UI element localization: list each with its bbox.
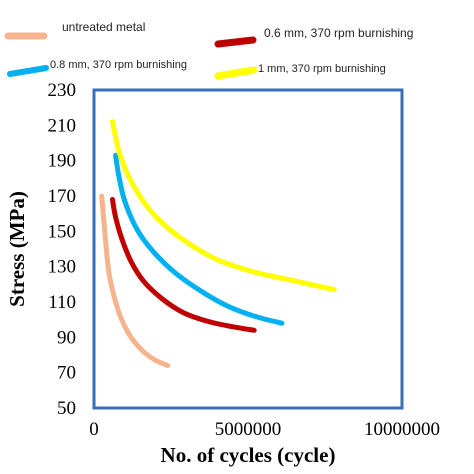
x-tick-labels: 0 5000000 10000000 — [89, 419, 440, 440]
y-tick-label: 230 — [48, 80, 77, 101]
y-axis-title: Stress (MPa) — [5, 191, 29, 307]
legend: untreated metal 0.6 mm, 370 rpm burnishi… — [4, 20, 413, 80]
series-line-3 — [110, 119, 337, 293]
x-axis-title: No. of cycles (cycle) — [161, 443, 336, 467]
y-tick-labels: 50 70 90 110 130 150 170 190 210 230 — [48, 80, 77, 419]
series-line-2 — [113, 152, 285, 326]
legend-label-0-8mm: 0.8 mm, 370 rpm burnishing — [50, 59, 187, 71]
series-line-0 — [99, 193, 171, 369]
x-tick-label: 5000000 — [215, 419, 282, 440]
plot-frame — [92, 88, 404, 410]
legend-label-1mm: 1 mm, 370 rpm burnishing — [258, 63, 386, 75]
y-tick-label: 210 — [48, 115, 77, 136]
y-tick-label: 170 — [48, 186, 77, 207]
legend-swatch-0-6mm — [214, 36, 257, 48]
legend-swatch-0-8mm — [7, 65, 49, 77]
series-line-1 — [110, 197, 257, 333]
x-tick-label: 10000000 — [364, 419, 440, 440]
y-tick-label: 150 — [48, 221, 77, 242]
legend-label-untreated: untreated metal — [62, 20, 145, 34]
series-lines — [99, 119, 337, 369]
y-tick-label: 70 — [57, 363, 76, 384]
y-tick-label: 130 — [48, 257, 77, 278]
y-tick-label: 190 — [48, 151, 77, 172]
legend-swatch-1mm — [214, 66, 258, 80]
x-tick-label: 0 — [89, 419, 99, 440]
legend-label-0-6mm: 0.6 mm, 370 rpm burnishing — [264, 26, 413, 40]
y-tick-label: 110 — [48, 292, 76, 313]
y-tick-label: 90 — [57, 327, 76, 348]
y-tick-label: 50 — [57, 398, 76, 419]
